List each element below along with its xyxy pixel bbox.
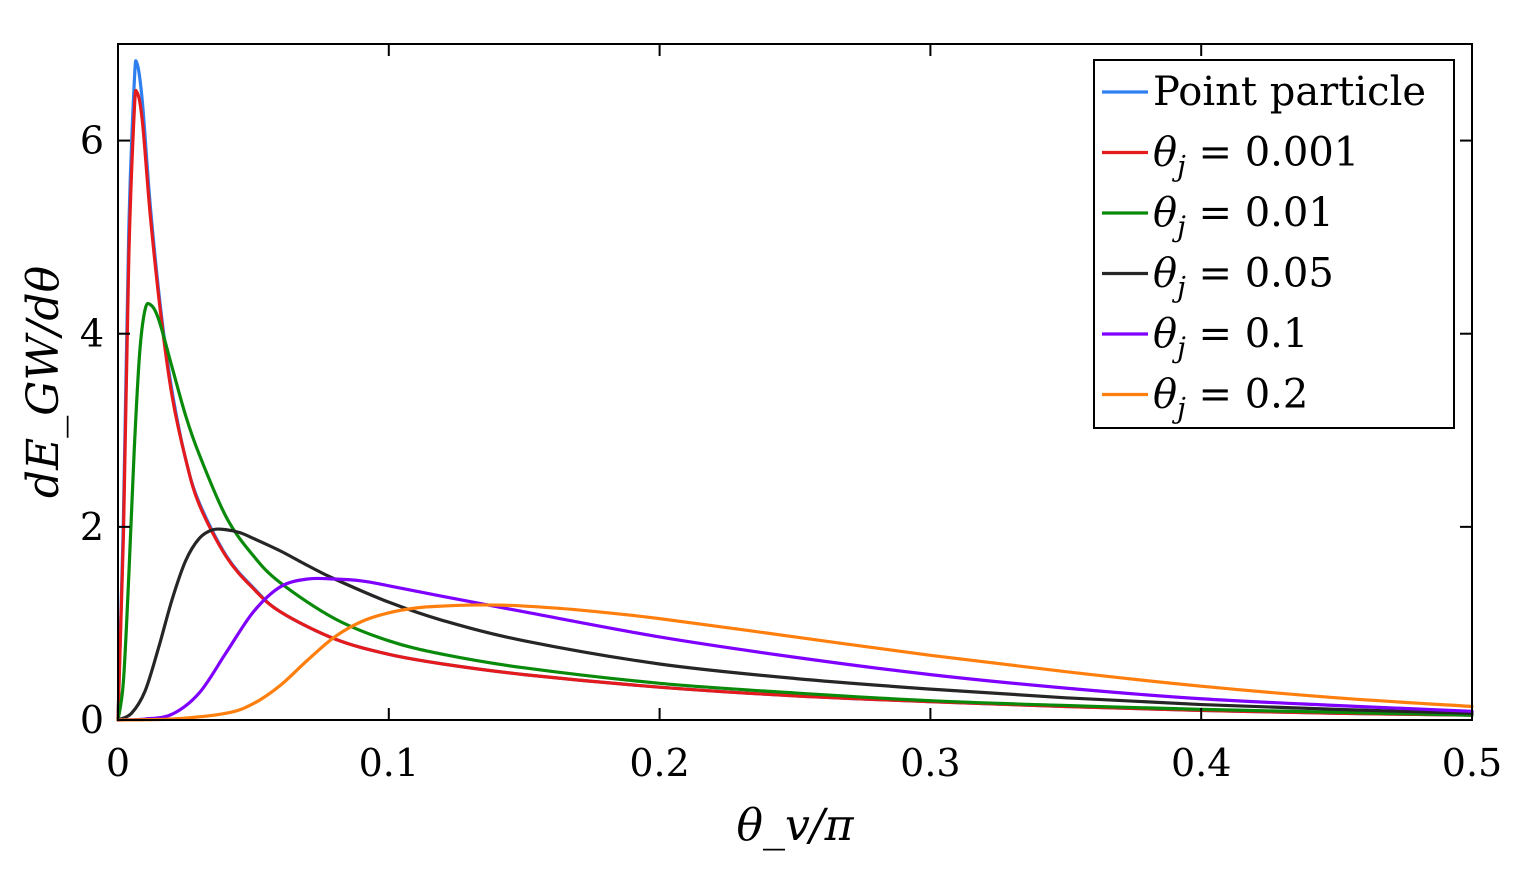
legend-label-0: Point particle	[1153, 69, 1426, 115]
y-tick-label: 4	[80, 312, 104, 356]
legend-box	[1093, 59, 1455, 429]
y-axis-label: dE_GW/dθ	[18, 266, 69, 498]
legend-label-2: θj = 0.01	[1153, 190, 1334, 243]
series-line-4	[116, 576, 1474, 722]
legend-label-1: θj = 0.001	[1153, 130, 1359, 183]
y-tick-label: 2	[80, 505, 104, 549]
series-line-2	[116, 301, 1474, 722]
x-tick-label: 0.3	[900, 741, 960, 785]
series-line-5	[116, 603, 1474, 722]
y-tick-label: 0	[80, 698, 104, 742]
x-tick-label: 0.4	[1171, 741, 1231, 785]
x-tick-label: 0	[106, 741, 130, 785]
legend: Point particle θj = 0.001 θj = 0.01 θj = 0.…	[1093, 59, 1455, 429]
legend-label-3: θj = 0.05	[1153, 251, 1334, 304]
x-tick-label: 0.5	[1442, 741, 1502, 785]
x-tick-label: 0.1	[359, 741, 419, 785]
ticks-layer: 0 0.1 0.2 0.3 0.4 0.5 0 2 4 6	[80, 44, 1502, 785]
x-axis-label: θ_v/π	[736, 800, 854, 851]
x-tick-label: 0.2	[629, 741, 689, 785]
legend-label-5: θj = 0.2	[1153, 372, 1308, 425]
y-tick-label: 6	[80, 119, 104, 163]
series-layer	[116, 59, 1474, 722]
plot-frame	[117, 43, 1473, 721]
legend-label-4: θj = 0.1	[1153, 311, 1308, 364]
